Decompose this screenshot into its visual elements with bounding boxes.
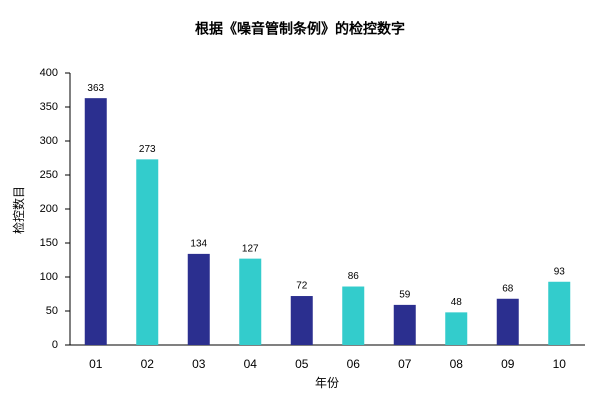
x-tick-label: 07 xyxy=(398,357,412,371)
bar xyxy=(136,159,159,345)
y-tick-label: 250 xyxy=(40,169,58,181)
value-label: 127 xyxy=(242,243,259,254)
x-tick-label: 04 xyxy=(244,357,258,371)
y-tick-label: 150 xyxy=(40,237,58,249)
bar xyxy=(290,296,313,345)
x-axis-label: 年份 xyxy=(315,376,339,390)
value-label: 273 xyxy=(139,144,156,155)
bar xyxy=(187,253,210,345)
value-label: 48 xyxy=(451,297,463,308)
bar xyxy=(239,258,262,345)
bar xyxy=(445,312,468,345)
y-tick-label: 400 xyxy=(40,67,58,79)
bar xyxy=(342,286,365,345)
chart-title: 根据《噪音管制条例》的检控数字 xyxy=(195,21,405,37)
bar xyxy=(84,98,107,345)
y-tick-label: 200 xyxy=(40,203,58,215)
y-tick-label: 300 xyxy=(40,135,58,147)
value-label: 68 xyxy=(502,283,514,294)
y-tick-label: 100 xyxy=(40,271,58,283)
bar xyxy=(393,304,416,345)
value-label: 86 xyxy=(348,271,360,282)
x-tick-label: 03 xyxy=(192,357,206,371)
y-tick-label: 350 xyxy=(40,101,58,113)
x-tick-label: 02 xyxy=(141,357,155,371)
value-label: 72 xyxy=(296,281,308,292)
value-label: 363 xyxy=(87,83,104,94)
y-axis-label: 检控数目 xyxy=(11,186,26,234)
value-label: 59 xyxy=(399,290,411,301)
x-tick-label: 09 xyxy=(501,357,515,371)
y-tick-label: 0 xyxy=(52,339,58,351)
bar xyxy=(548,281,571,345)
x-tick-label: 10 xyxy=(553,357,567,371)
bar xyxy=(496,298,519,345)
x-tick-label: 08 xyxy=(450,357,464,371)
x-tick-label: 01 xyxy=(89,357,103,371)
y-tick-label: 50 xyxy=(46,305,58,317)
value-label: 93 xyxy=(554,266,566,277)
x-tick-label: 05 xyxy=(295,357,309,371)
value-label: 134 xyxy=(190,239,207,250)
x-tick-label: 06 xyxy=(347,357,361,371)
